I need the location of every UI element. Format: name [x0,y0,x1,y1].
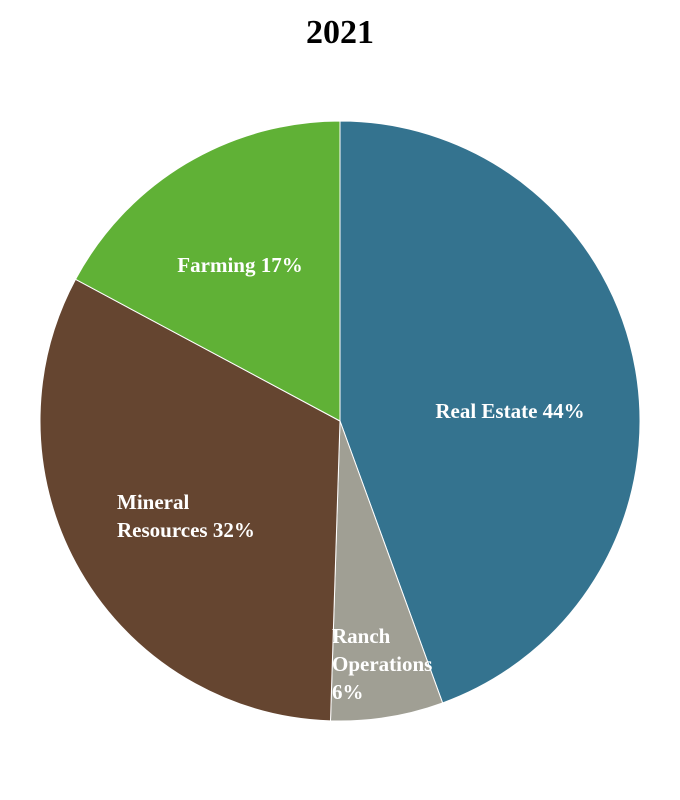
chart-title: 2021 [306,14,374,51]
slice-label-ranch-operations: Ranch Operations 6% [332,624,432,704]
pie-slice-real-estate [339,120,641,704]
pie-slice-farming [74,120,341,422]
slice-label-real-estate: Real Estate 44% [435,399,584,423]
slice-label-mineral-resources: Mineral Resources 32% [117,490,255,542]
slice-label-farming: Farming 17% [177,253,302,277]
pie-slice-mineral-resources [39,278,341,722]
